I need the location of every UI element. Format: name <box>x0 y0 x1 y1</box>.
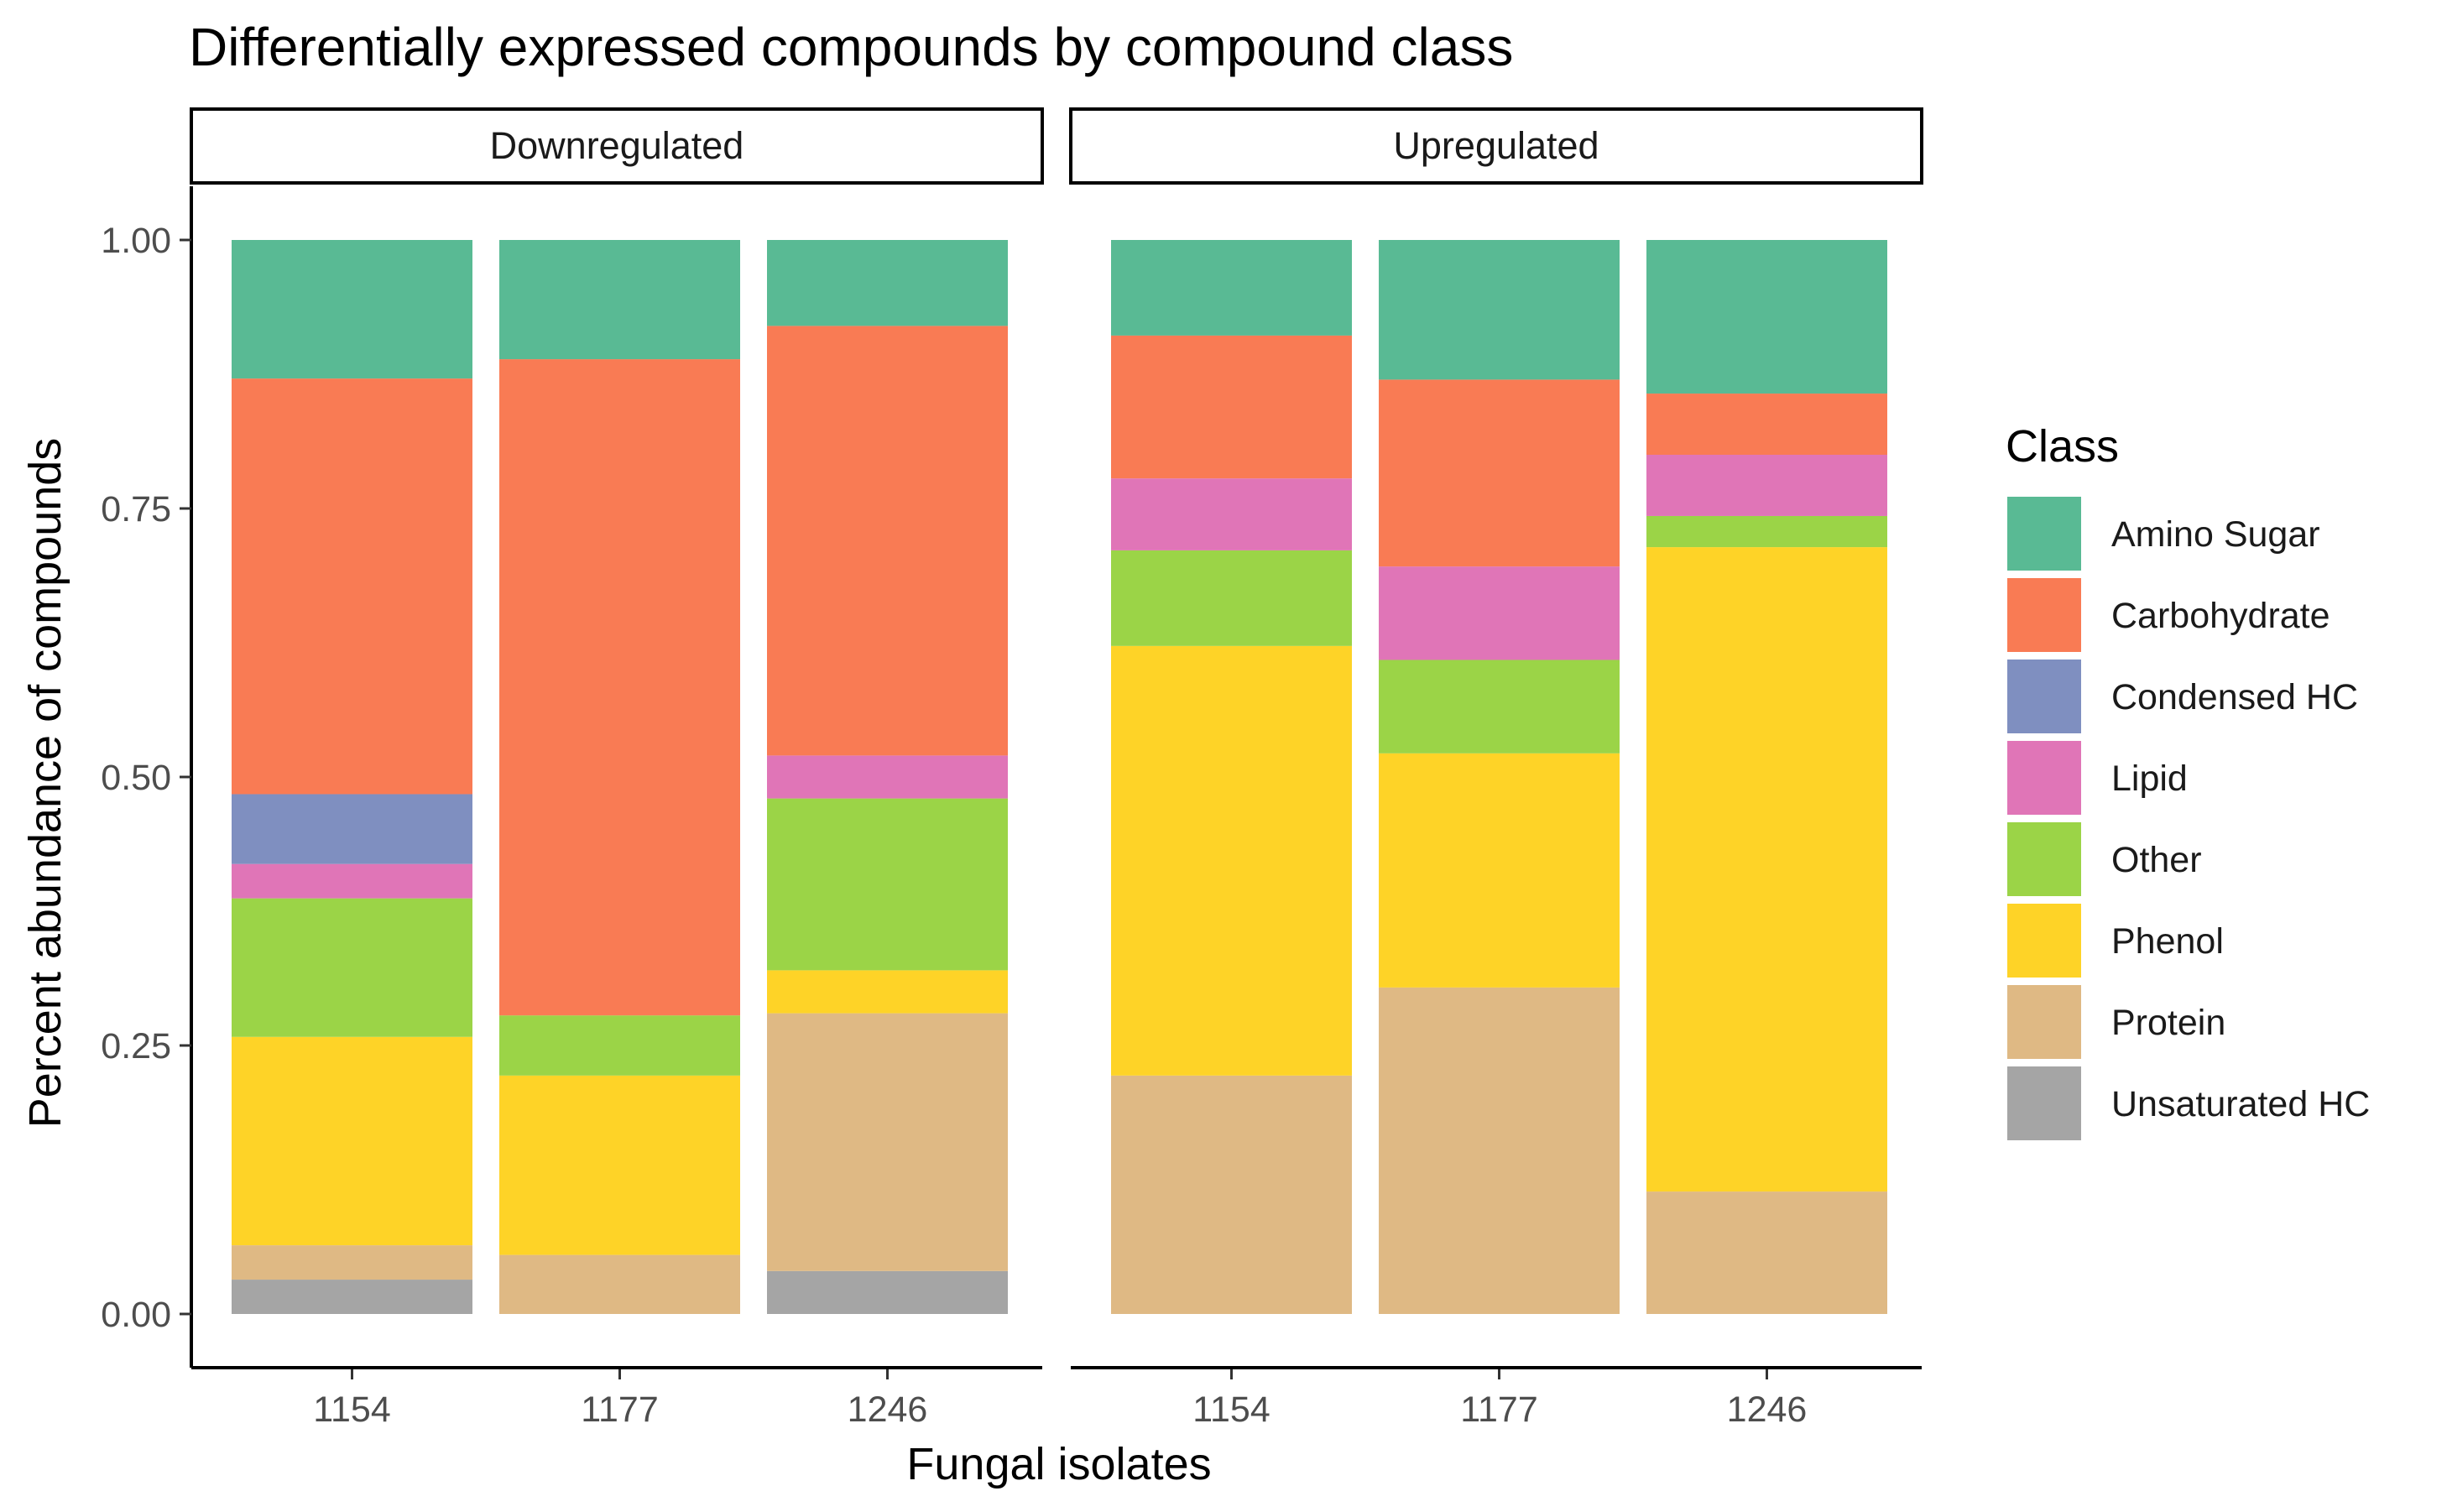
legend-swatch <box>2007 660 2081 733</box>
bar-segment-phenol-1177 <box>499 1075 740 1255</box>
bar-segment-protein-1154 <box>232 1245 472 1280</box>
bar-segment-amino-sugar-1177 <box>1379 240 1620 380</box>
legend-swatch <box>2007 985 2081 1059</box>
legend-swatch <box>2007 904 2081 978</box>
facet-panel-downregulated: Downregulated 1154 1177 1246 0.00 0.25 0.50 0.7… <box>101 107 1044 1430</box>
legend-label: Phenol <box>2111 921 2224 962</box>
legend: Class Amino Sugar Carbohydrate Condensed H… <box>2006 421 2370 1140</box>
bar-segment-other-1177 <box>1379 660 1620 753</box>
y-tick-label: 0.50 <box>101 758 171 798</box>
y-tick-label: 0.75 <box>101 489 171 529</box>
facet-panel-upregulated: Upregulated 1154 1177 1246 <box>1069 107 1923 1430</box>
bar-segment-carbohydrate-1177 <box>1379 379 1620 567</box>
bar-segment-amino-sugar-1246 <box>767 240 1008 326</box>
legend-item-carbohydrate: Carbohydrate <box>2007 578 2330 652</box>
bar-segment-other-1154 <box>1111 550 1352 646</box>
bar-segment-other-1154 <box>232 898 472 1037</box>
legend-item-condensed-hc: Condensed HC <box>2007 660 2358 733</box>
x-axis-title: Fungal isolates <box>906 1439 1211 1489</box>
legend-swatch <box>2007 1066 2081 1140</box>
bar-segment-amino-sugar-1154 <box>232 240 472 379</box>
y-tick-label: 0.25 <box>101 1026 171 1066</box>
bar-segment-lipid-1177 <box>1379 566 1620 660</box>
bar-segment-other-1246 <box>1646 515 1887 548</box>
bar-segment-other-1246 <box>767 798 1008 971</box>
bar-segment-carbohydrate-1154 <box>232 378 472 795</box>
legend-item-phenol: Phenol <box>2007 904 2224 978</box>
bar-segment-lipid-1154 <box>232 863 472 899</box>
bar-segment-protein-1177 <box>1379 987 1620 1314</box>
legend-items: Amino Sugar Carbohydrate Condensed HC Lipid… <box>2007 497 2370 1140</box>
legend-label: Protein <box>2111 1003 2225 1043</box>
legend-label: Other <box>2111 840 2202 880</box>
legend-label: Unsaturated HC <box>2111 1084 2370 1124</box>
legend-item-amino-sugar: Amino Sugar <box>2007 497 2320 571</box>
legend-label: Condensed HC <box>2111 677 2358 717</box>
x-tick-label: 1177 <box>1460 1389 1537 1430</box>
bar-segment-unsaturated-hc-1154 <box>232 1280 472 1314</box>
legend-swatch <box>2007 497 2081 571</box>
y-tick-label: 0.00 <box>101 1295 171 1335</box>
facet-strip-label: Downregulated <box>490 124 744 167</box>
bar-segment-phenol-1246 <box>1646 547 1887 1192</box>
bar-segment-carbohydrate-1246 <box>1646 394 1887 455</box>
bar-segment-protein-1154 <box>1111 1075 1352 1314</box>
facet-strip-box <box>1069 107 1923 185</box>
bar-segment-lipid-1246 <box>1646 455 1887 516</box>
y-axis-title: Percent abundance of compounds <box>20 438 70 1129</box>
legend-item-lipid: Lipid <box>2007 741 2188 815</box>
bar-segment-unsaturated-hc-1246 <box>767 1270 1008 1314</box>
bar-segment-lipid-1246 <box>767 755 1008 799</box>
bar-segment-condensed-hc-1154 <box>232 794 472 864</box>
y-tick-label: 1.00 <box>101 221 171 261</box>
legend-swatch <box>2007 741 2081 815</box>
facet-strip-box <box>190 107 1044 185</box>
x-tick-label: 1177 <box>581 1389 658 1430</box>
legend-item-other: Other <box>2007 822 2202 896</box>
bar-segment-amino-sugar-1154 <box>1111 240 1352 336</box>
legend-title: Class <box>2006 421 2119 472</box>
bar-segment-protein-1177 <box>499 1254 740 1314</box>
x-tick-label: 1154 <box>313 1389 390 1430</box>
x-tick-label: 1154 <box>1192 1389 1270 1430</box>
bar-segment-carbohydrate-1246 <box>767 326 1008 756</box>
bar-segment-other-1177 <box>499 1015 740 1076</box>
bar-segment-phenol-1177 <box>1379 753 1620 988</box>
facet-strip-label: Upregulated <box>1393 124 1599 167</box>
legend-label: Amino Sugar <box>2111 514 2320 555</box>
legend-item-unsaturated-hc: Unsaturated HC <box>2007 1066 2370 1140</box>
facet-panels: Downregulated 1154 1177 1246 0.00 0.25 0.50 0.7… <box>101 107 1923 1430</box>
x-tick-label: 1246 <box>848 1389 928 1430</box>
bar-segment-phenol-1154 <box>232 1036 472 1246</box>
bar-segment-amino-sugar-1246 <box>1646 240 1887 394</box>
legend-item-protein: Protein <box>2007 985 2225 1059</box>
bar-segment-protein-1246 <box>767 1013 1008 1271</box>
x-tick-label: 1246 <box>1727 1389 1808 1430</box>
legend-label: Lipid <box>2111 759 2188 799</box>
bar-segment-lipid-1154 <box>1111 478 1352 550</box>
bar-segment-carbohydrate-1154 <box>1111 335 1352 479</box>
bar-segment-phenol-1246 <box>767 970 1008 1014</box>
legend-swatch <box>2007 578 2081 652</box>
bar-segment-amino-sugar-1177 <box>499 240 740 360</box>
legend-swatch <box>2007 822 2081 896</box>
bar-segment-protein-1246 <box>1646 1191 1887 1314</box>
bar-segment-phenol-1154 <box>1111 645 1352 1076</box>
legend-label: Carbohydrate <box>2111 596 2330 636</box>
bar-segment-carbohydrate-1177 <box>499 359 740 1016</box>
chart-title: Differentially expressed compounds by co… <box>189 17 1513 77</box>
